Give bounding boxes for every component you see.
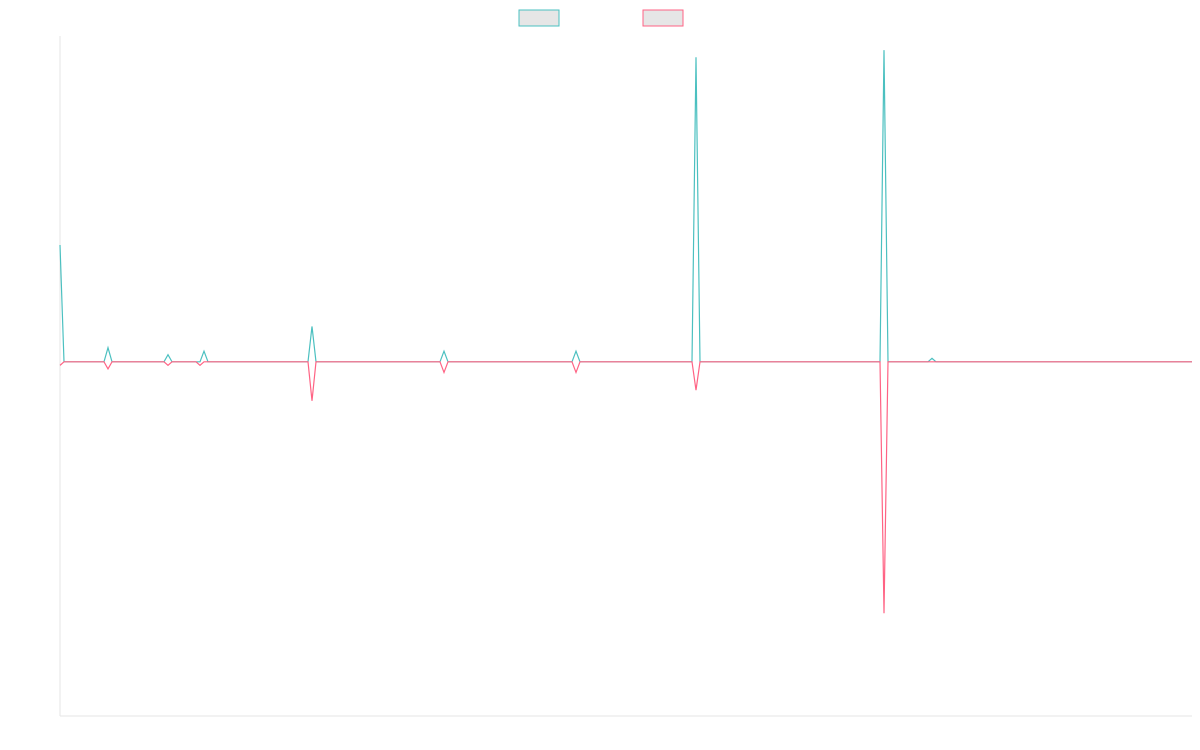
- series-layer: [59, 50, 1192, 614]
- legend-swatch-1: [518, 9, 560, 27]
- series-line-1: [59, 50, 1192, 363]
- series-line-2: [59, 361, 1192, 614]
- legend: [518, 9, 684, 27]
- legend-swatch-2: [642, 9, 684, 27]
- axes: [59, 36, 1192, 717]
